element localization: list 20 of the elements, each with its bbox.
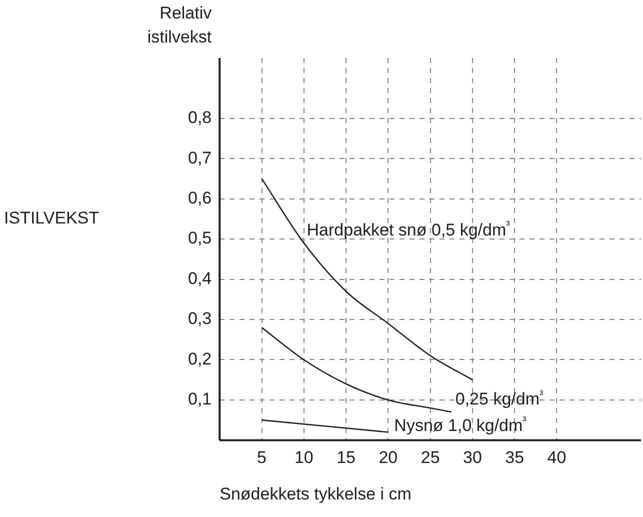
line-series	[261, 326, 452, 413]
x-tick-label: 35	[505, 448, 524, 468]
y-tick-label: 0,8	[188, 108, 212, 128]
x-tick-label: 5	[257, 448, 267, 468]
x-tick-label: 10	[294, 448, 314, 468]
x-tick-label: 40	[547, 448, 566, 468]
x-tick-label: 15	[336, 448, 356, 468]
y-tick-label: 0,5	[188, 228, 212, 248]
y-tick-label: 0,4	[188, 268, 212, 288]
y-tick-label: 0,2	[188, 349, 212, 368]
x-tick-label: 25	[420, 448, 440, 468]
y-tick-label: 0,7	[188, 148, 212, 168]
y-tick-label: 0,3	[188, 309, 212, 328]
y-axis-title: Relativ istilvekst	[147, 4, 212, 47]
y-tick-label: 0,6	[188, 188, 212, 208]
text: ISTILVEKST	[4, 208, 100, 228]
x-axis-title: Snødekkets tykkelse i cm	[220, 484, 412, 504]
y-tick-label: 0,1	[188, 390, 212, 409]
x-tick-label: 30	[462, 448, 482, 468]
x-tick-label: 20	[378, 448, 398, 468]
